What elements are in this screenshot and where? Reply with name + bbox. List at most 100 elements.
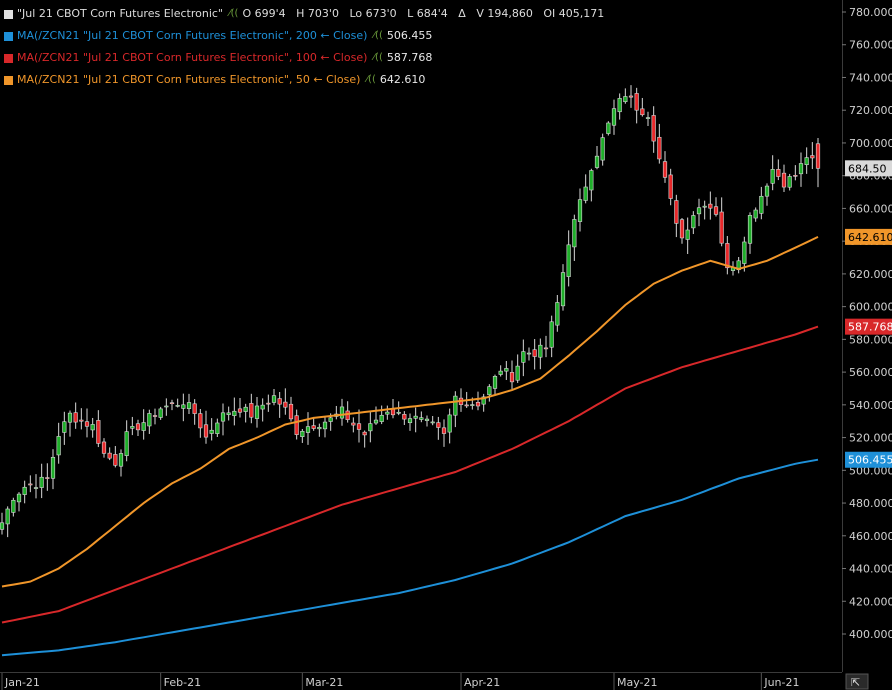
price-axis-bg [843, 0, 892, 672]
candle-body [317, 426, 322, 430]
candle-body [237, 408, 243, 413]
main-series-swatch [4, 9, 13, 19]
candle-body [725, 243, 730, 269]
corner-button[interactable] [845, 673, 869, 690]
candle-body [538, 344, 543, 358]
price-tag-label: 684.50 [848, 162, 887, 175]
candle-body [16, 493, 22, 503]
ma200-name: MA(/ZCN21 "Jul 21 CBOT Corn Futures Elec… [17, 29, 368, 42]
candle-body [566, 244, 571, 277]
candle-body [135, 423, 141, 431]
legend-row-ma50[interactable]: MA(/ZCN21 "Jul 21 CBOT Corn Futures Elec… [4, 69, 611, 91]
candle-body [481, 396, 486, 405]
y-tick-label: 580.000 [849, 333, 892, 346]
candle-body [396, 411, 401, 414]
candle-body [487, 386, 492, 396]
ma-line-ma-100 [1, 325, 819, 624]
y-tick-label: 440.000 [849, 563, 892, 576]
candle-body [628, 95, 634, 98]
y-tick-label: 760.000 [849, 39, 892, 52]
edit-pencil-icon[interactable]: ⁄(( [373, 30, 383, 41]
candle-body [526, 352, 532, 355]
candle-body [651, 115, 656, 142]
candle-body [90, 424, 95, 431]
candle-body [413, 415, 418, 419]
ma-line-ma-200 [1, 458, 819, 657]
candle-body [198, 413, 203, 429]
candle-body [243, 406, 248, 412]
edit-pencil-icon[interactable]: ⁄(( [373, 52, 383, 63]
ma-line-ma-50 [1, 235, 819, 588]
legend-row-main[interactable]: "Jul 21 CBOT Corn Futures Electronic" ⁄(… [4, 3, 611, 25]
x-tick-label: Apr-21 [464, 676, 500, 689]
candle-body [56, 436, 61, 456]
candle-body [441, 427, 447, 434]
edit-pencil-icon[interactable]: ⁄(( [228, 8, 239, 19]
candle-body [33, 487, 39, 489]
candle-body [447, 414, 452, 433]
candle-body [164, 405, 169, 408]
candle-body [640, 108, 645, 116]
candle-body [583, 186, 588, 201]
ma50-value: 642.610 [379, 73, 426, 86]
candle-body [147, 413, 152, 427]
chart-legend: "Jul 21 CBOT Corn Futures Electronic" ⁄(… [4, 3, 611, 91]
candle-body [759, 195, 764, 214]
candle-body [169, 402, 175, 405]
price-tag-label: 587.768 [848, 321, 892, 334]
ma200-value: 506.455 [386, 29, 433, 42]
main-series-name: "Jul 21 CBOT Corn Futures Electronic" [17, 7, 223, 20]
candle-body [339, 406, 345, 419]
candle-body [810, 155, 815, 159]
ma100-swatch [4, 53, 13, 63]
price-tag-label: 642.610 [848, 231, 892, 244]
candles-group [0, 85, 821, 538]
legend-row-ma100[interactable]: MA(/ZCN21 "Jul 21 CBOT Corn Futures Elec… [4, 47, 611, 69]
price-tags: 684.50 642.610 587.768 506.455 [845, 160, 892, 468]
candle-body [424, 418, 430, 421]
x-tick-label: May-21 [617, 676, 658, 689]
candle-body [634, 93, 639, 111]
candle-body [793, 175, 798, 177]
candle-body [407, 418, 413, 424]
candle-body [804, 157, 809, 166]
expand-corner-icon[interactable]: ⇱ [851, 676, 860, 689]
candle-body [753, 209, 758, 219]
candle-body [5, 508, 10, 525]
candle-body [787, 176, 792, 188]
candle-body [617, 98, 622, 113]
candle-body [509, 372, 515, 383]
candle-body [277, 398, 282, 405]
candle-body [107, 452, 112, 459]
y-tick-label: 660.000 [849, 202, 892, 215]
edit-pencil-icon[interactable]: ⁄(( [366, 74, 376, 85]
candle-body [50, 456, 56, 479]
candle-body [679, 219, 685, 239]
legend-row-ma200[interactable]: MA(/ZCN21 "Jul 21 CBOT Corn Futures Elec… [4, 25, 611, 47]
candle-body [402, 414, 407, 420]
candle-body [175, 405, 180, 407]
candle-body [379, 414, 384, 422]
y-tick-label: 480.000 [849, 497, 892, 510]
candle-body [141, 422, 146, 431]
candle-body [311, 425, 316, 429]
candle-body [73, 412, 78, 423]
candle-body [532, 349, 537, 357]
candle-body [594, 155, 600, 168]
candle-body [430, 421, 435, 424]
ma100-value: 587.768 [386, 51, 433, 64]
candle-body [611, 108, 617, 126]
ma50-name: MA(/ZCN21 "Jul 21 CBOT Corn Futures Elec… [17, 73, 361, 86]
y-tick-label: 540.000 [849, 399, 892, 412]
x-tick-label: Jun-21 [763, 676, 799, 689]
candle-body [288, 403, 294, 420]
candle-body [356, 423, 362, 430]
y-tick-label: 560.000 [849, 366, 892, 379]
candle-body [67, 412, 73, 423]
x-tick-label: Feb-21 [164, 676, 201, 689]
candle-body [101, 441, 107, 454]
candle-body [543, 347, 549, 350]
y-tick-label: 420.000 [849, 595, 892, 608]
candle-body [45, 477, 50, 479]
